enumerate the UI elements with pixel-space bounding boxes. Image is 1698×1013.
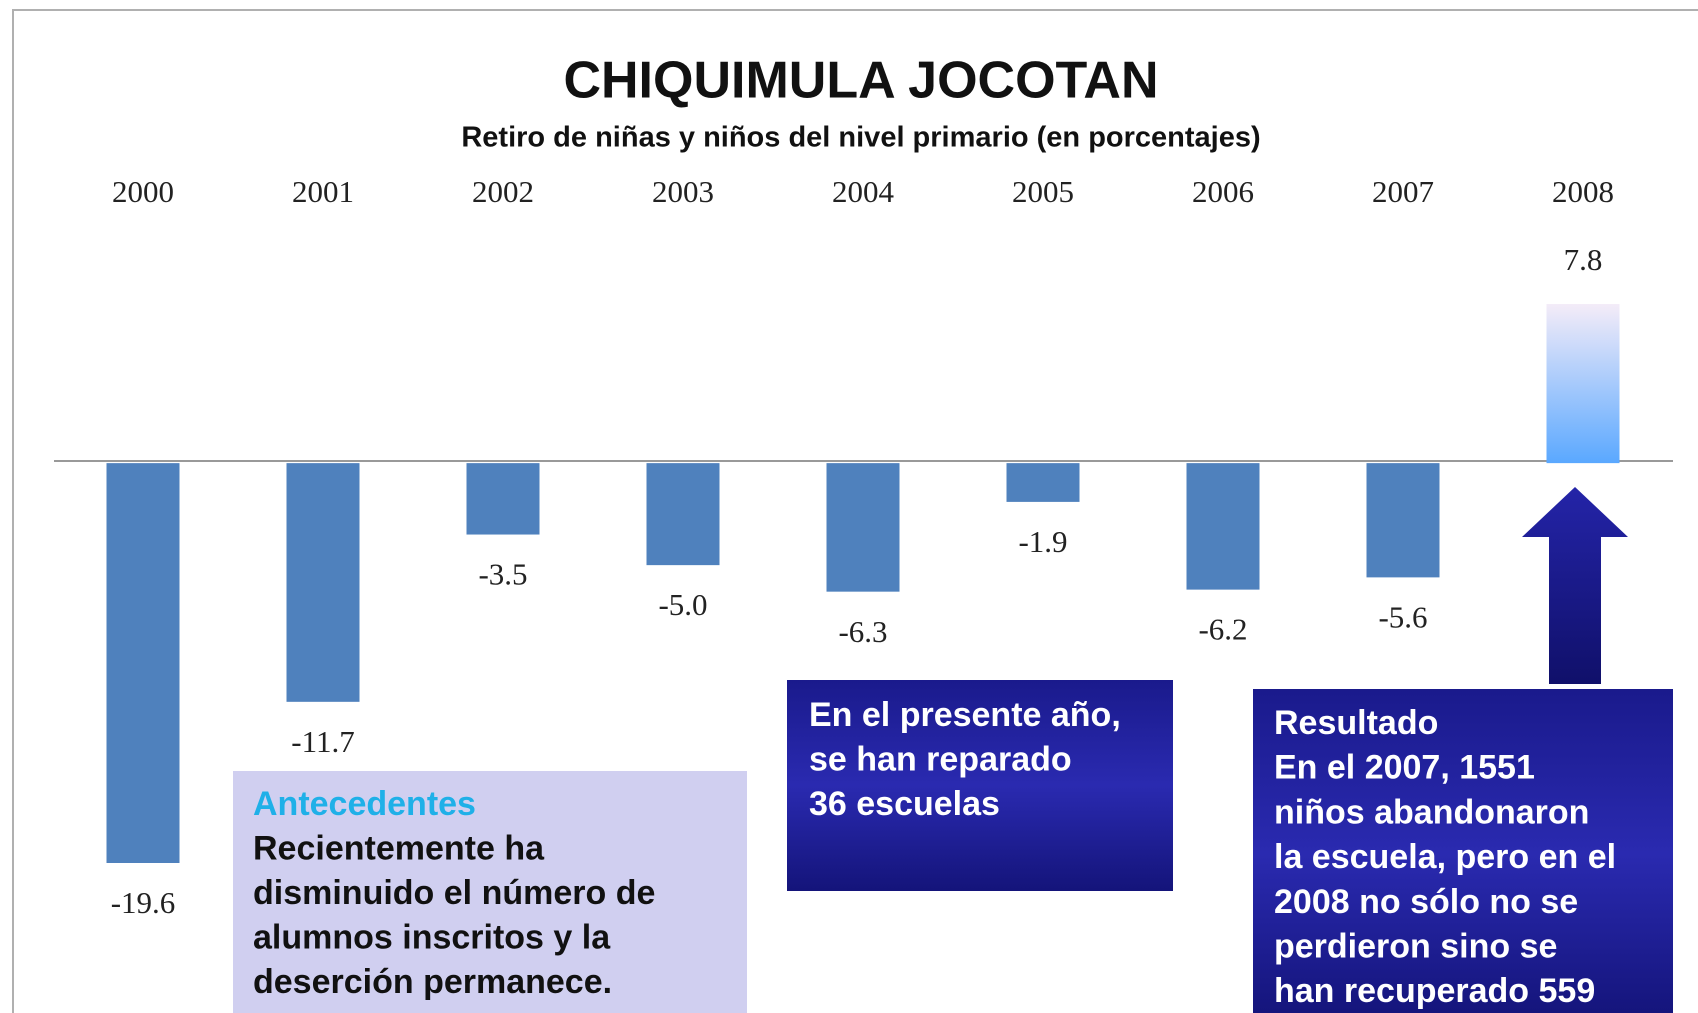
arrow: [1522, 487, 1628, 684]
value-label: -11.7: [291, 724, 354, 759]
x-tick-label: 2003: [652, 174, 714, 209]
bar: [1186, 463, 1260, 590]
note-line: la escuela, pero en el: [1274, 838, 1616, 876]
note-line: alumnos inscritos y la: [253, 918, 611, 956]
note-line: disminuido el número de: [253, 874, 655, 912]
note-line: 36 escuelas: [809, 785, 1000, 823]
value-label: -6.2: [1198, 612, 1247, 647]
note-title: Resultado: [1274, 704, 1438, 742]
value-label: 7.8: [1564, 242, 1603, 277]
bar: [826, 463, 900, 592]
note-line: En el presente año,: [809, 696, 1121, 734]
bar: [286, 463, 360, 702]
value-label: -3.5: [478, 557, 527, 592]
note-line: deserción permanece.: [253, 963, 612, 1001]
note-box: [1253, 689, 1673, 1013]
x-tick-label: 2002: [472, 174, 534, 209]
note-line: han recuperado 559: [1274, 972, 1595, 1010]
note-line: En el 2007, 1551: [1274, 749, 1535, 787]
bar: [1546, 304, 1620, 464]
note-line: niños abandonaron: [1274, 793, 1589, 831]
x-tick-label: 2008: [1552, 174, 1614, 209]
chart-subtitle: Retiro de niñas y niños del nivel primar…: [461, 122, 1260, 154]
value-label: -5.6: [1378, 599, 1427, 634]
bar: [1366, 463, 1440, 578]
value-label: -19.6: [111, 885, 176, 920]
bar: [466, 463, 540, 535]
bar: [646, 463, 720, 566]
note-line: 2008 no sólo no se: [1274, 883, 1578, 921]
x-tick-label: 2004: [832, 174, 895, 209]
x-tick-label: 2007: [1372, 174, 1434, 209]
chart-title: CHIQUIMULA JOCOTAN: [563, 52, 1158, 110]
bar: [1006, 463, 1080, 502]
bar: [106, 463, 180, 863]
x-tick-label: 2005: [1012, 174, 1074, 209]
note-line: Recientemente ha: [253, 829, 545, 867]
note-line: se han reparado: [809, 740, 1072, 778]
note-box: [233, 771, 747, 1013]
x-tick-label: 2006: [1192, 174, 1254, 209]
note-line: perdieron sino se: [1274, 927, 1557, 965]
note-box: [787, 680, 1173, 891]
x-tick-label: 2001: [292, 174, 354, 209]
frame: [12, 9, 1698, 1013]
value-label: -1.9: [1018, 524, 1067, 559]
value-label: -5.0: [658, 587, 707, 622]
value-label: -6.3: [838, 614, 887, 649]
note-title: Antecedentes: [253, 785, 476, 823]
x-tick-label: 2000: [112, 174, 174, 209]
